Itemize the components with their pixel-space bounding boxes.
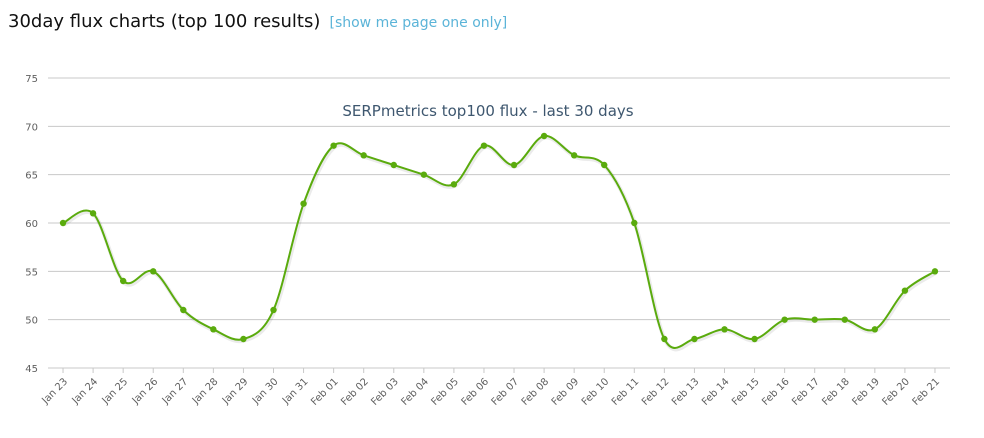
x-tick-label: Jan 27	[160, 376, 191, 407]
y-tick-label: 65	[25, 171, 38, 182]
data-point[interactable]	[871, 326, 879, 333]
show-page-one-link[interactable]: [show me page one only]	[329, 15, 508, 31]
page-title: 30day flux charts (top 100 results)	[8, 11, 321, 32]
x-tick-label: Feb 05	[429, 376, 461, 408]
data-point[interactable]	[420, 171, 428, 178]
x-tick-label: Feb 08	[520, 376, 552, 408]
x-tick-label: Feb 01	[309, 376, 341, 408]
data-point[interactable]	[150, 268, 157, 275]
data-point[interactable]	[180, 306, 187, 314]
x-tick-label: Jan 28	[190, 376, 221, 407]
data-point[interactable]	[781, 316, 788, 323]
series-line-shadow	[63, 135, 938, 352]
x-tick-label: Feb 04	[399, 376, 431, 408]
x-tick-label: Feb 13	[670, 376, 702, 408]
data-point[interactable]	[450, 181, 458, 188]
x-tick-label: Jan 30	[250, 376, 281, 407]
data-point[interactable]	[89, 210, 97, 217]
y-tick-label: 70	[25, 122, 38, 133]
x-axis: Jan 23 Jan 24 Jan 25 Jan 26 Jan 27 Jan 28 Jan …	[40, 368, 943, 408]
data-point[interactable]	[841, 316, 848, 323]
page-header: 30day flux charts (top 100 results) [sho…	[8, 11, 507, 32]
data-point[interactable]	[751, 335, 758, 343]
x-tick-label: Feb 10	[580, 376, 612, 408]
data-point[interactable]	[570, 152, 578, 159]
y-axis: 45 50 55 60 65 70 75	[25, 74, 38, 375]
data-point[interactable]	[300, 200, 307, 207]
y-tick-label: 50	[25, 316, 38, 327]
data-point[interactable]	[931, 268, 939, 275]
data-point[interactable]	[811, 316, 818, 323]
data-point[interactable]	[691, 335, 698, 343]
data-point[interactable]	[540, 132, 548, 140]
data-point[interactable]	[721, 326, 728, 333]
data-point[interactable]	[360, 152, 367, 159]
data-point[interactable]	[119, 277, 127, 285]
series-line	[62, 134, 936, 349]
x-tick-label: Feb 14	[700, 376, 732, 408]
data-point[interactable]	[240, 335, 247, 343]
chart-title: SERPmetrics top100 flux - last 30 days	[342, 102, 633, 120]
x-tick-label: Feb 21	[911, 376, 943, 408]
data-point[interactable]	[601, 161, 608, 169]
x-tick-label: Jan 24	[70, 376, 101, 407]
series-flux	[59, 132, 939, 352]
x-tick-label: Feb 16	[760, 376, 792, 408]
data-point[interactable]	[210, 326, 217, 333]
x-tick-label: Feb 02	[339, 376, 371, 408]
y-tick-label: 55	[25, 267, 38, 278]
x-tick-label: Feb 11	[610, 376, 642, 408]
y-tick-label: 45	[25, 364, 38, 375]
x-tick-label: Jan 25	[100, 376, 131, 407]
x-tick-label: Jan 29	[220, 376, 251, 407]
data-point[interactable]	[631, 219, 638, 227]
data-point[interactable]	[330, 142, 337, 149]
data-point[interactable]	[510, 161, 518, 169]
x-tick-label: Feb 20	[880, 376, 912, 408]
data-point[interactable]	[661, 335, 668, 343]
y-tick-label: 60	[25, 219, 38, 230]
x-tick-label: Feb 17	[790, 376, 822, 408]
x-tick-label: Feb 03	[369, 376, 401, 408]
data-point[interactable]	[390, 161, 397, 169]
data-point[interactable]	[270, 306, 277, 314]
x-tick-label: Feb 15	[730, 376, 762, 408]
x-tick-label: Jan 31	[280, 376, 311, 407]
x-tick-label: Feb 12	[640, 376, 672, 408]
data-point[interactable]	[901, 287, 909, 294]
data-point[interactable]	[59, 219, 67, 227]
x-tick-label: Feb 09	[550, 376, 582, 408]
x-tick-label: Feb 07	[490, 376, 522, 408]
x-tick-label: Feb 18	[820, 376, 852, 408]
x-tick-label: Jan 23	[40, 376, 71, 407]
x-tick-label: Feb 19	[850, 376, 882, 408]
y-tick-label: 75	[25, 74, 38, 85]
x-tick-label: Feb 06	[460, 376, 492, 408]
data-point[interactable]	[480, 142, 488, 149]
x-tick-label: Jan 26	[130, 376, 161, 407]
grid-lines	[48, 77, 950, 369]
